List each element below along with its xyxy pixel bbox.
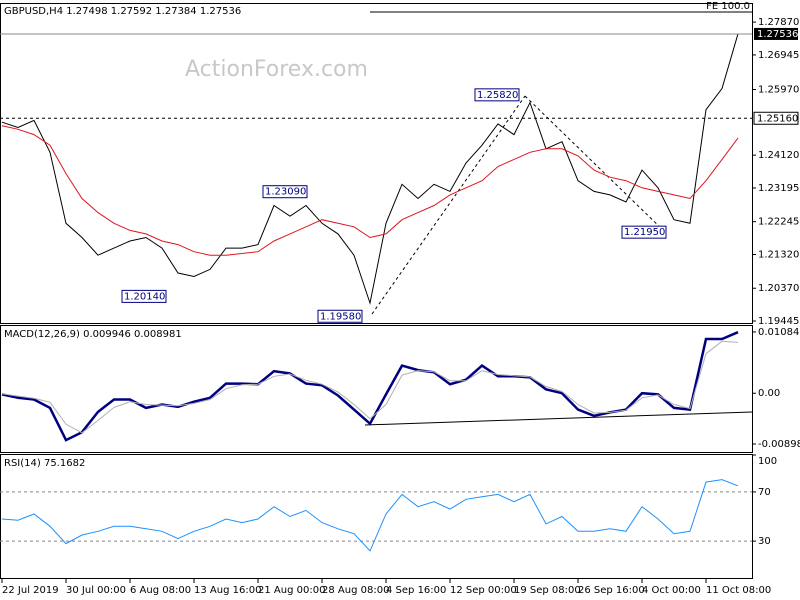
y-tick-label: 1.27870 xyxy=(758,17,799,28)
annotation-box xyxy=(621,225,667,239)
y-tick-label: -0.008983 xyxy=(758,439,800,450)
x-tick-label: 22 Jul 2019 xyxy=(2,585,59,596)
fe-label: FE 100.0 xyxy=(706,1,750,12)
y-tick-label: 1.25970 xyxy=(758,85,799,96)
series-line xyxy=(1,33,739,306)
x-tick-label: 28 Aug 08:00 xyxy=(322,585,389,596)
y-tick-label: 70 xyxy=(758,487,771,498)
watermark: ActionForex.com xyxy=(185,57,368,82)
y-tick-label: 1.19445 xyxy=(758,316,799,327)
y-tick-label: 0.010848 xyxy=(758,327,800,338)
x-tick-label: 6 Aug 08:00 xyxy=(130,585,191,596)
y-tick-label: 1.20370 xyxy=(758,283,799,294)
y-tick-label: 1.26945 xyxy=(758,50,799,61)
series-line xyxy=(1,340,739,434)
annotation-box xyxy=(317,309,363,323)
x-tick-label: 4 Oct 00:00 xyxy=(642,585,701,596)
level-label: 1.25160 xyxy=(757,113,798,124)
x-tick-label: 12 Sep 00:00 xyxy=(450,585,517,596)
annotation-label: 1.19580 xyxy=(320,311,361,322)
series-line xyxy=(1,479,739,552)
annotation-label: 1.20140 xyxy=(124,291,165,302)
y-tick-label: 0.00 xyxy=(758,388,780,399)
x-tick-label: 30 Jul 00:00 xyxy=(66,585,126,596)
price-label: 1.27536 xyxy=(757,29,798,40)
price-panel xyxy=(0,3,753,324)
y-tick-label: 1.21320 xyxy=(758,250,799,261)
rsi-panel xyxy=(0,454,753,579)
x-tick-label: 19 Sep 08:00 xyxy=(514,585,581,596)
price-box xyxy=(754,27,798,40)
y-tick-label: 1.23195 xyxy=(758,183,799,194)
y-tick-label: 100 xyxy=(758,456,777,467)
level-box xyxy=(753,111,799,125)
annotation-label: 1.23090 xyxy=(265,187,306,198)
y-tick-label: 1.22245 xyxy=(758,217,799,228)
x-tick-label: 13 Aug 16:00 xyxy=(194,585,261,596)
x-tick-label: 21 Aug 00:00 xyxy=(258,585,325,596)
annotation-box xyxy=(121,289,167,303)
x-tick-label: 26 Sep 16:00 xyxy=(578,585,645,596)
annotation-label: 1.21950 xyxy=(624,227,665,238)
annotation-label: 1.25820 xyxy=(477,90,518,101)
x-tick-label: 4 Sep 16:00 xyxy=(386,585,446,596)
rsi-title: RSI(14) 75.1682 xyxy=(4,458,85,469)
y-tick-label: 30 xyxy=(758,536,771,547)
macd-title: MACD(12,26,9) 0.009946 0.008981 xyxy=(4,329,182,340)
x-tick-label: 11 Oct 08:00 xyxy=(706,585,771,596)
chart-title: GBPUSD,H4 1.27498 1.27592 1.27384 1.2753… xyxy=(4,6,241,17)
series-line xyxy=(1,125,739,256)
y-tick-label: 1.24120 xyxy=(758,150,799,161)
macd-trend-line xyxy=(364,411,753,426)
trend-line xyxy=(371,95,526,315)
annotation-box xyxy=(474,88,520,102)
macd-panel xyxy=(0,325,753,453)
annotation-box xyxy=(262,185,308,199)
